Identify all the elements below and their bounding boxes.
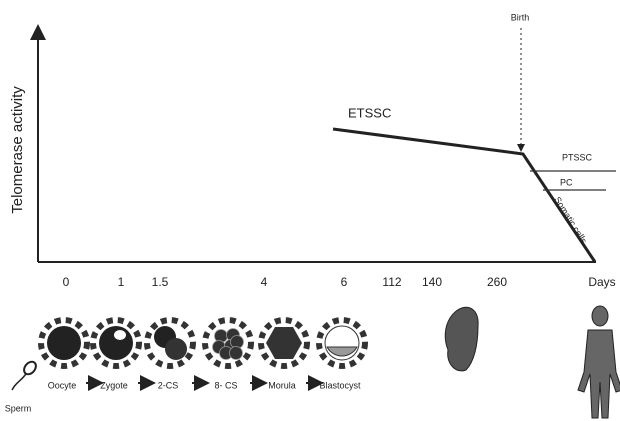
human <box>578 306 620 418</box>
cell <box>47 326 81 360</box>
stage-label: 2-CS <box>158 380 179 390</box>
fetus <box>445 307 478 371</box>
x-label: 140 <box>422 275 442 289</box>
stage-label: Morula <box>268 380 296 390</box>
stage-label: Blastocyst <box>319 380 361 390</box>
x-label: 1.5 <box>152 275 169 289</box>
stage-labels: Oocyte Zygote 2-CS 8- CS Morula Blastocyst <box>48 380 361 390</box>
cell-stages <box>41 320 365 383</box>
stage-label: Zygote <box>100 380 128 390</box>
y-axis-label: Telomerase activity <box>9 86 26 214</box>
x-labels: 0 1 1.5 4 6 112 140 260 <box>63 275 508 289</box>
cell <box>230 347 243 360</box>
etssc-curve <box>333 129 595 262</box>
x-label: 0 <box>63 275 70 289</box>
x-label: 1 <box>118 275 125 289</box>
pronucleus <box>114 330 126 340</box>
figure: Telomerase activity 0 1 1.5 4 6 112 140 260 Day… <box>0 0 620 421</box>
x-label: 112 <box>382 275 401 289</box>
birth-label: Birth <box>511 12 530 22</box>
stage-label: Oocyte <box>48 380 77 390</box>
cell <box>266 327 302 359</box>
etssc-label: ETSSC <box>348 105 391 120</box>
ptssc-label: PTSSC <box>562 152 593 162</box>
cell <box>165 338 187 360</box>
x-label: 4 <box>261 275 268 289</box>
stage-label: 8- CS <box>214 380 237 390</box>
sperm-head <box>22 359 39 376</box>
pc-label: PC <box>560 177 573 187</box>
cell <box>99 326 133 360</box>
x-label: 260 <box>487 275 507 289</box>
sperm-tail <box>12 374 26 390</box>
x-unit: Days <box>588 275 615 289</box>
x-label: 6 <box>341 275 348 289</box>
sperm-label: Sperm <box>5 403 32 413</box>
somatic-label: Somatic cells <box>552 195 589 246</box>
